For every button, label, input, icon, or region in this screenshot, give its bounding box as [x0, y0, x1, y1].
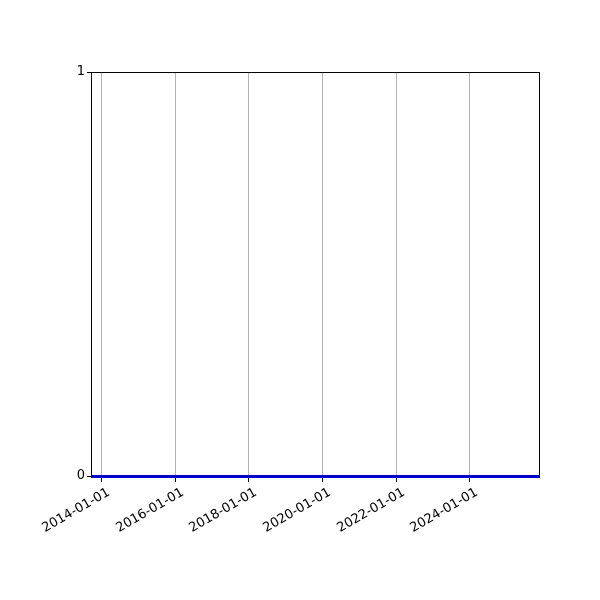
- y-tick-mark: [87, 72, 91, 73]
- x-tick-label: 2020-01-01: [260, 485, 334, 536]
- data-series-line: [91, 475, 540, 478]
- x-tick-mark: [248, 478, 249, 482]
- x-tick-label: 2014-01-01: [39, 485, 113, 536]
- y-tick-mark: [87, 476, 91, 477]
- plot-area: [91, 72, 540, 478]
- x-tick-mark: [396, 478, 397, 482]
- vertical-gridline: [396, 73, 397, 477]
- vertical-gridline: [469, 73, 470, 477]
- x-tick-label: 2016-01-01: [113, 485, 187, 536]
- x-tick-mark: [322, 478, 323, 482]
- x-tick-label: 2018-01-01: [186, 485, 260, 536]
- x-tick-label: 2024-01-01: [407, 485, 481, 536]
- x-tick-mark: [175, 478, 176, 482]
- vertical-gridline: [101, 73, 102, 477]
- vertical-gridline: [175, 73, 176, 477]
- y-tick-label: 0: [76, 468, 85, 483]
- x-tick-mark: [469, 478, 470, 482]
- y-tick-label: 1: [76, 64, 85, 79]
- vertical-gridline: [248, 73, 249, 477]
- vertical-gridline: [322, 73, 323, 477]
- x-tick-label: 2022-01-01: [334, 485, 408, 536]
- x-tick-mark: [101, 478, 102, 482]
